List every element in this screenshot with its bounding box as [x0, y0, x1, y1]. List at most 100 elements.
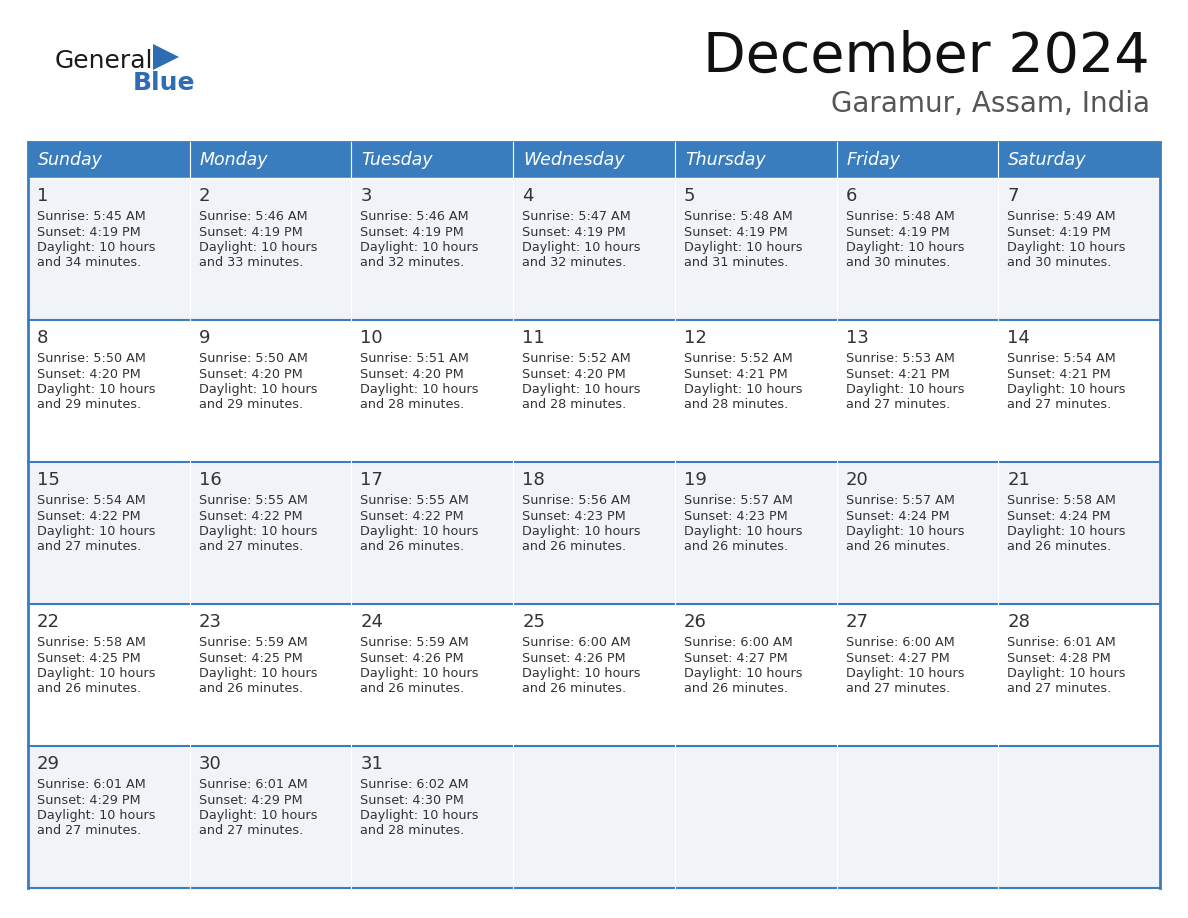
Bar: [29, 142, 190, 178]
Text: and 27 minutes.: and 27 minutes.: [198, 824, 303, 837]
Text: Sunrise: 5:54 AM: Sunrise: 5:54 AM: [37, 494, 146, 507]
Text: 15: 15: [37, 471, 59, 489]
Bar: [190, 142, 352, 178]
Text: Wednesday: Wednesday: [523, 151, 625, 169]
Text: Friday: Friday: [847, 151, 901, 169]
Text: and 26 minutes.: and 26 minutes.: [523, 682, 626, 696]
Text: and 26 minutes.: and 26 minutes.: [198, 682, 303, 696]
Text: and 29 minutes.: and 29 minutes.: [198, 398, 303, 411]
Text: Sunrise: 6:01 AM: Sunrise: 6:01 AM: [37, 778, 146, 791]
Text: and 27 minutes.: and 27 minutes.: [198, 541, 303, 554]
Text: 4: 4: [523, 187, 533, 205]
Text: Sunrise: 6:00 AM: Sunrise: 6:00 AM: [684, 636, 792, 649]
Text: Daylight: 10 hours: Daylight: 10 hours: [360, 525, 479, 538]
Text: 1: 1: [37, 187, 49, 205]
Text: Sunset: 4:21 PM: Sunset: 4:21 PM: [684, 367, 788, 380]
Text: 13: 13: [846, 329, 868, 347]
Bar: [352, 142, 513, 178]
Text: Sunrise: 5:48 AM: Sunrise: 5:48 AM: [846, 210, 954, 223]
Text: Daylight: 10 hours: Daylight: 10 hours: [523, 525, 640, 538]
Text: Sunrise: 5:49 AM: Sunrise: 5:49 AM: [1007, 210, 1116, 223]
Text: Daylight: 10 hours: Daylight: 10 hours: [198, 667, 317, 680]
Bar: [29, 320, 1159, 462]
Text: Daylight: 10 hours: Daylight: 10 hours: [198, 383, 317, 396]
Text: Sunset: 4:23 PM: Sunset: 4:23 PM: [684, 509, 788, 522]
Text: 24: 24: [360, 613, 384, 631]
Text: and 29 minutes.: and 29 minutes.: [37, 398, 141, 411]
Text: and 27 minutes.: and 27 minutes.: [37, 541, 141, 554]
Text: Sunrise: 5:46 AM: Sunrise: 5:46 AM: [360, 210, 469, 223]
Bar: [998, 142, 1159, 178]
Text: Sunrise: 5:59 AM: Sunrise: 5:59 AM: [198, 636, 308, 649]
Text: Sunrise: 5:50 AM: Sunrise: 5:50 AM: [37, 352, 146, 365]
Text: Sunrise: 5:53 AM: Sunrise: 5:53 AM: [846, 352, 954, 365]
Text: 6: 6: [846, 187, 857, 205]
Text: 16: 16: [198, 471, 221, 489]
Text: Sunset: 4:27 PM: Sunset: 4:27 PM: [684, 652, 788, 665]
Text: Sunset: 4:21 PM: Sunset: 4:21 PM: [846, 367, 949, 380]
Text: Saturday: Saturday: [1009, 151, 1087, 169]
Bar: [675, 142, 836, 178]
Bar: [513, 142, 675, 178]
Text: Daylight: 10 hours: Daylight: 10 hours: [360, 809, 479, 822]
Text: Sunrise: 5:46 AM: Sunrise: 5:46 AM: [198, 210, 308, 223]
Text: 3: 3: [360, 187, 372, 205]
Text: Sunset: 4:22 PM: Sunset: 4:22 PM: [198, 509, 302, 522]
Text: 29: 29: [37, 755, 61, 773]
Text: and 27 minutes.: and 27 minutes.: [1007, 398, 1112, 411]
Text: Daylight: 10 hours: Daylight: 10 hours: [37, 809, 156, 822]
Bar: [29, 462, 1159, 604]
Text: Sunset: 4:29 PM: Sunset: 4:29 PM: [198, 793, 302, 807]
Text: Sunset: 4:19 PM: Sunset: 4:19 PM: [37, 226, 140, 239]
Text: Daylight: 10 hours: Daylight: 10 hours: [684, 241, 802, 254]
Text: Daylight: 10 hours: Daylight: 10 hours: [1007, 525, 1126, 538]
Text: and 26 minutes.: and 26 minutes.: [684, 541, 788, 554]
Text: Sunset: 4:21 PM: Sunset: 4:21 PM: [1007, 367, 1111, 380]
Text: Daylight: 10 hours: Daylight: 10 hours: [37, 241, 156, 254]
Text: Daylight: 10 hours: Daylight: 10 hours: [198, 241, 317, 254]
Text: 14: 14: [1007, 329, 1030, 347]
Text: Sunrise: 5:45 AM: Sunrise: 5:45 AM: [37, 210, 146, 223]
Text: Daylight: 10 hours: Daylight: 10 hours: [684, 667, 802, 680]
Text: Sunset: 4:28 PM: Sunset: 4:28 PM: [1007, 652, 1111, 665]
Text: 25: 25: [523, 613, 545, 631]
Text: Sunset: 4:20 PM: Sunset: 4:20 PM: [37, 367, 140, 380]
Text: 11: 11: [523, 329, 545, 347]
Text: Sunrise: 5:58 AM: Sunrise: 5:58 AM: [37, 636, 146, 649]
Text: Daylight: 10 hours: Daylight: 10 hours: [360, 241, 479, 254]
Text: 5: 5: [684, 187, 695, 205]
Text: 17: 17: [360, 471, 384, 489]
Text: and 30 minutes.: and 30 minutes.: [1007, 256, 1112, 270]
Text: and 26 minutes.: and 26 minutes.: [360, 682, 465, 696]
Text: Sunday: Sunday: [38, 151, 103, 169]
Text: Daylight: 10 hours: Daylight: 10 hours: [1007, 383, 1126, 396]
Text: Sunset: 4:19 PM: Sunset: 4:19 PM: [684, 226, 788, 239]
Text: and 27 minutes.: and 27 minutes.: [846, 398, 950, 411]
Text: 8: 8: [37, 329, 49, 347]
Text: Daylight: 10 hours: Daylight: 10 hours: [37, 383, 156, 396]
Text: Daylight: 10 hours: Daylight: 10 hours: [684, 383, 802, 396]
Text: and 34 minutes.: and 34 minutes.: [37, 256, 141, 270]
Text: Daylight: 10 hours: Daylight: 10 hours: [37, 525, 156, 538]
Text: Sunset: 4:22 PM: Sunset: 4:22 PM: [37, 509, 140, 522]
Text: Sunset: 4:29 PM: Sunset: 4:29 PM: [37, 793, 140, 807]
Text: and 28 minutes.: and 28 minutes.: [360, 824, 465, 837]
Text: Sunrise: 6:01 AM: Sunrise: 6:01 AM: [1007, 636, 1116, 649]
Text: Garamur, Assam, India: Garamur, Assam, India: [830, 90, 1150, 118]
Polygon shape: [153, 44, 179, 70]
Text: Daylight: 10 hours: Daylight: 10 hours: [360, 383, 479, 396]
Text: Sunrise: 6:00 AM: Sunrise: 6:00 AM: [846, 636, 954, 649]
Text: 18: 18: [523, 471, 545, 489]
Text: Blue: Blue: [133, 71, 196, 95]
Text: 21: 21: [1007, 471, 1030, 489]
Text: Daylight: 10 hours: Daylight: 10 hours: [523, 241, 640, 254]
Text: Sunset: 4:25 PM: Sunset: 4:25 PM: [37, 652, 140, 665]
Text: Sunrise: 6:01 AM: Sunrise: 6:01 AM: [198, 778, 308, 791]
Text: Daylight: 10 hours: Daylight: 10 hours: [198, 809, 317, 822]
Text: Sunrise: 5:58 AM: Sunrise: 5:58 AM: [1007, 494, 1117, 507]
Text: Sunset: 4:26 PM: Sunset: 4:26 PM: [523, 652, 626, 665]
Text: Tuesday: Tuesday: [361, 151, 432, 169]
Text: Sunset: 4:19 PM: Sunset: 4:19 PM: [846, 226, 949, 239]
Text: Daylight: 10 hours: Daylight: 10 hours: [360, 667, 479, 680]
Text: Daylight: 10 hours: Daylight: 10 hours: [846, 525, 965, 538]
